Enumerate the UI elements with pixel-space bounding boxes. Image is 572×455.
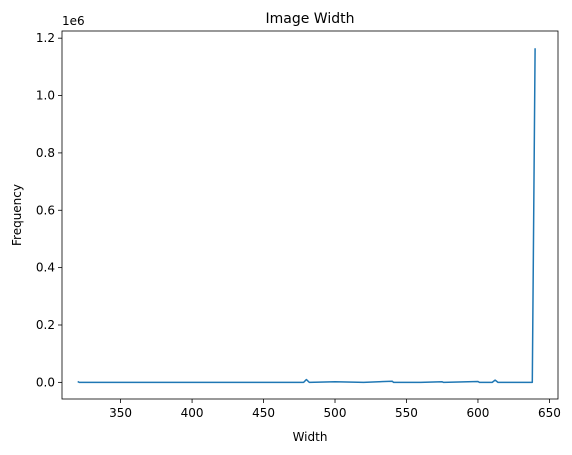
- x-axis-ticks: 350 400 450 500 550 600 650: [109, 399, 561, 420]
- y-tick-label: 0.2: [36, 318, 55, 332]
- x-tick-label: 500: [324, 406, 347, 420]
- y-tick-label: 0.0: [36, 375, 55, 389]
- y-tick-label: 1.2: [36, 31, 55, 45]
- x-tick-label: 600: [467, 406, 490, 420]
- x-tick-label: 350: [109, 406, 132, 420]
- y-tick-label: 0.4: [36, 261, 55, 275]
- x-tick-label: 550: [395, 406, 418, 420]
- x-tick-label: 400: [181, 406, 204, 420]
- y-axis-ticks: 0.0 0.2 0.4 0.6 0.8 1.0 1.2: [36, 31, 62, 389]
- chart-title: Image Width: [266, 11, 355, 27]
- y-tick-label: 1.0: [36, 89, 55, 103]
- y-axis-title: Frequency: [10, 184, 24, 246]
- y-offset-label: 1e6: [62, 14, 85, 28]
- y-tick-label: 0.6: [36, 203, 55, 217]
- x-tick-label: 450: [252, 406, 275, 420]
- series-line: [77, 48, 536, 384]
- x-tick-label: 650: [538, 406, 561, 420]
- plot-area-frame: [61, 30, 559, 400]
- y-tick-label: 0.8: [36, 146, 55, 160]
- x-axis-title: Width: [293, 430, 328, 444]
